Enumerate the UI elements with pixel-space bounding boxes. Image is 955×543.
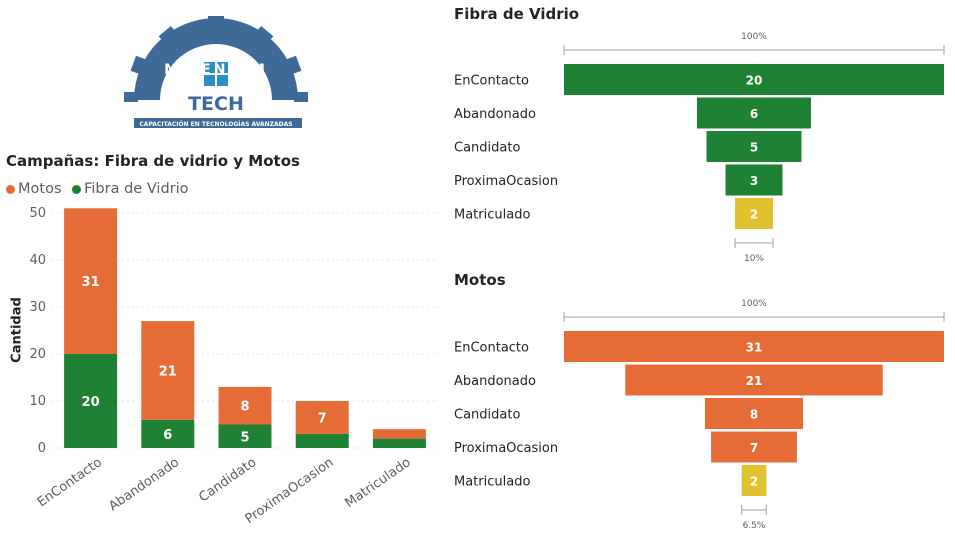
legend-item-motos: Motos [6, 181, 62, 197]
funnel-value-label: 2 [750, 475, 758, 489]
y-tick-label: 30 [29, 300, 46, 315]
bar-motos [218, 386, 272, 425]
funnel-category-label: Candidato [454, 141, 520, 156]
funnel-value-label: 20 [746, 74, 763, 88]
bar-fibra-de-vidrio [141, 419, 195, 448]
legend-label-fibra: Fibra de Vidrio [84, 181, 189, 197]
bar-chart-title: Campañas: Fibra de vidrio y Motos [6, 152, 300, 170]
y-tick-label: 20 [29, 347, 46, 362]
bottom-percent-label: 6.5% [743, 521, 766, 531]
funnel-bar [697, 97, 811, 129]
gear-icon [124, 16, 308, 102]
funnel-value-label: 7 [750, 441, 758, 455]
funnel-chart-motos: 100% 31 EnContacto 21 Abandonado 8 Candidato 7 P… [454, 299, 945, 531]
data-label-motos: 31 [82, 275, 100, 290]
funnel-category-label: ProximaOcasion [454, 441, 558, 456]
funnel-fibra-title: Fibra de Vidrio [454, 5, 580, 23]
funnel-category-label: Matriculado [454, 208, 530, 223]
y-tick-label: 40 [29, 253, 46, 268]
x-tick-label: EnContacto [35, 455, 105, 510]
data-label-fibra: 6 [163, 428, 172, 443]
stacked-bar-chart: 0 10 20 30 40 50 20 31 EnContacto 6 21 Abandonado 5 8… [29, 206, 438, 527]
funnel-value-label: 21 [746, 374, 763, 388]
funnel-value-label: 5 [750, 141, 758, 155]
y-tick-label: 50 [29, 206, 46, 221]
top-percent-label: 100% [741, 299, 767, 309]
data-label-motos: 21 [159, 364, 177, 379]
legend-item-fibra: Fibra de Vidrio [72, 181, 189, 197]
funnel-bar [564, 331, 944, 362]
funnel-category-label: ProximaOcasion [454, 174, 558, 189]
legend-swatch-fibra [72, 184, 82, 194]
x-tick-label: Candidato [196, 455, 259, 505]
bar-motos [64, 208, 118, 354]
funnel-motos-title: Motos [454, 271, 506, 289]
funnel-bar [704, 398, 804, 429]
x-tick-label: Abandonado [106, 455, 182, 514]
funnel-bar [625, 364, 883, 396]
funnel-chart-fibra: 100% 20 EnContacto 6 Abandonado 5 Candidato 3 Pr… [454, 32, 945, 264]
funnel-value-label: 31 [746, 341, 763, 355]
logo-wordmark: MILENIUM [164, 62, 268, 78]
funnel-bar [711, 431, 797, 463]
bar-fibra-de-vidrio [218, 424, 272, 448]
x-tick-label: Matriculado [342, 455, 413, 511]
puzzle-icon [204, 62, 228, 86]
logo-tagline: CAPACITACIÓN EN TECNOLOGÍAS AVANZADAS [139, 120, 292, 128]
funnel-value-label: 8 [750, 408, 758, 422]
bar-fibra-de-vidrio [372, 438, 426, 448]
bar-fibra-de-vidrio [295, 433, 349, 448]
bar-motos [295, 401, 349, 434]
funnel-category-label: Matriculado [454, 475, 530, 490]
funnel-bar [725, 164, 783, 196]
funnel-category-label: EnContacto [454, 341, 529, 356]
y-tick-label: 0 [38, 441, 46, 456]
legend-label-motos: Motos [18, 181, 62, 197]
funnel-value-label: 2 [750, 208, 758, 222]
data-label-motos: 7 [318, 411, 327, 426]
funnel-category-label: Abandonado [454, 107, 536, 122]
bar-motos [372, 429, 426, 439]
funnel-bar [564, 64, 944, 95]
bar-motos [141, 321, 195, 420]
funnel-value-label: 6 [750, 107, 758, 121]
bottom-percent-label: 10% [744, 254, 764, 264]
legend-swatch-motos [6, 184, 15, 194]
funnel-value-label: 3 [750, 174, 758, 188]
funnel-category-label: Abandonado [454, 374, 536, 389]
milenium-tech-logo: MILENIUM TECH CAPACITACIÓN EN TECNOLOGÍA… [124, 16, 308, 128]
logo-tech: TECH [188, 93, 244, 115]
top-percent-label: 100% [741, 32, 767, 42]
data-label-fibra: 5 [240, 430, 249, 445]
funnel-bar [735, 198, 773, 229]
bar-fibra-de-vidrio [64, 354, 118, 448]
funnel-category-label: Candidato [454, 408, 520, 423]
y-tick-label: 10 [29, 394, 46, 409]
funnel-bar [706, 131, 802, 162]
data-label-motos: 8 [240, 400, 249, 415]
funnel-bar [741, 465, 767, 496]
data-label-fibra: 20 [82, 395, 100, 410]
funnel-category-label: EnContacto [454, 74, 529, 89]
bar-chart-legend: Motos Fibra de Vidrio [6, 181, 195, 198]
